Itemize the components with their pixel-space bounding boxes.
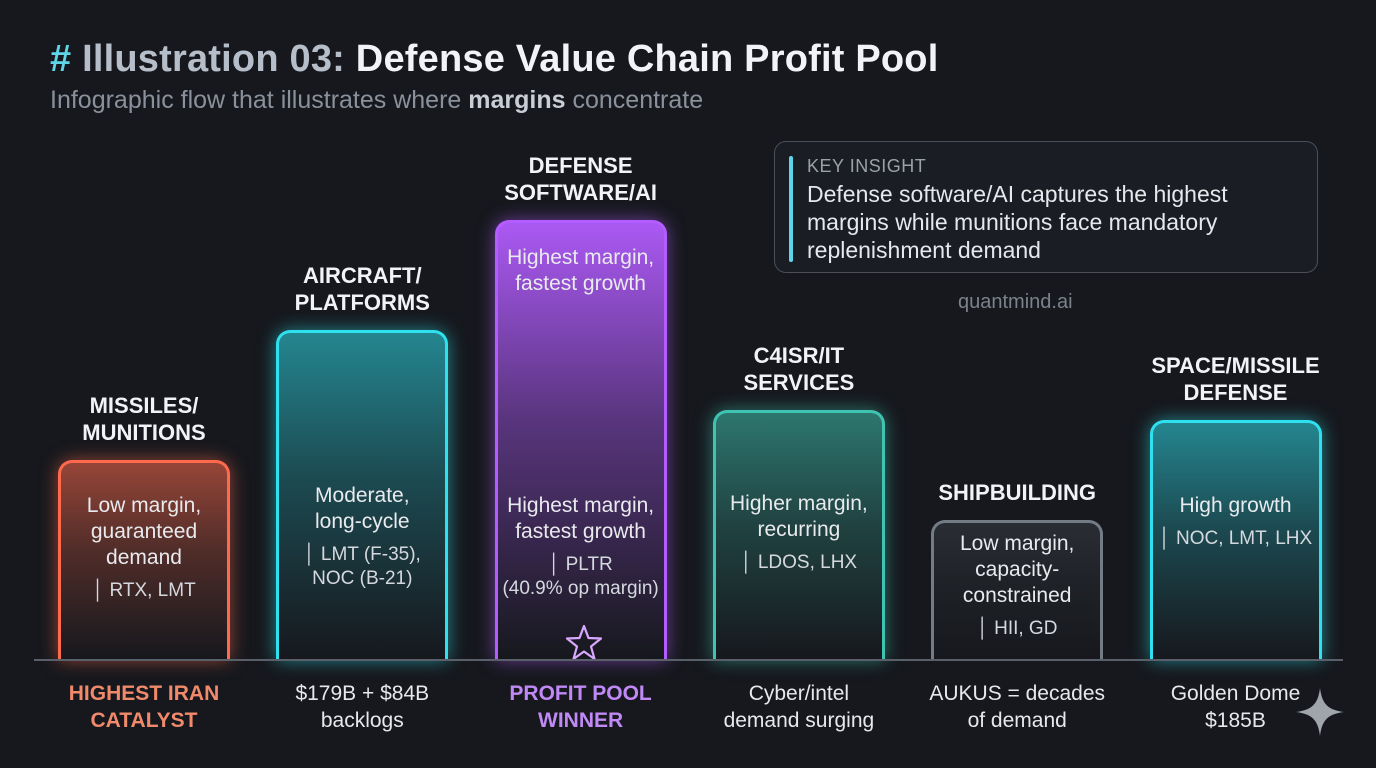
bar-top-text: fastest growth [515,272,646,295]
bar-bottom-label-line: Cyber/intel [748,682,850,705]
bar-category-label-line: SHIPBUILDING [938,480,1097,505]
bar-bottom-label-line: $185B [1205,709,1266,732]
bar-bottom-label: PROFIT POOL WINNER [471,680,691,734]
bar-bottom-label: $179B + $84B backlogs [252,680,472,734]
insight-heading: KEY INSIGHT [807,156,927,176]
bar-description: guaranteed [90,520,198,543]
title-main: Defense Value Chain Profit Pool [355,38,939,80]
bar-category-label-line: SERVICES [743,370,855,395]
page-subtitle: Infographic flow that illustrates where … [50,86,703,115]
subtitle-before: Infographic flow that illustrates where [50,86,462,114]
chart-baseline [34,659,1343,661]
bar-bottom-label-line: HIGHEST IRAN [68,682,220,705]
bar: Higher margin, recurring │ LDOS, LHX [712,410,885,660]
bar-bottom-label-line: demand surging [723,709,875,732]
bar-category-label-line: SOFTWARE/AI [504,180,657,205]
bar: Low margin, guaranteed demand │ RTX, LMT [58,460,230,660]
bar-description: Low margin, [86,494,202,517]
subtitle-bold: margins [468,86,566,114]
bar-bottom-label: AUKUS = decades of demand [907,680,1127,734]
bar-category-label: C4ISR/IT SERVICES [684,342,914,396]
bar-category-label-line: SPACE/MISSILE [1151,353,1320,378]
page-title: # Illustration 03: Defense Value Chain P… [50,38,938,81]
bar-category-label-line: DEFENSE [1183,380,1288,405]
bar: Highest margin, fastest growth Highest mar… [494,220,667,661]
bar-bottom-label-line: AUKUS = decades [929,682,1106,705]
bar-tickers: │ RTX, LMT [92,580,196,601]
bar-category-label-line: DEFENSE [528,153,633,178]
bar-category-label-line: MUNITIONS [82,420,206,445]
bar-bottom-label-line: CATALYST [90,709,198,732]
bar-bottom-label-line: PROFIT POOL [509,682,652,705]
bar-category-label-line: MISSILES/ [89,393,199,418]
bar-bottom-label-line: Golden Dome [1170,682,1301,705]
bar: Moderate, long-cycle │ LMT (F-35), NOC (B-2… [276,330,449,660]
bar-description: recurring [757,518,841,541]
title-hash: # [50,38,72,80]
bar-category-label: AIRCRAFT/PLATFORMS [247,262,477,316]
bar-bottom-label: Cyber/intel demand surging [689,680,909,734]
brand-watermark: quantmind.ai [958,291,1073,313]
bar-description: capacity- [975,558,1060,581]
bar-bottom-label-line: WINNER [538,709,624,732]
bar-tickers: (40.9% op margin) [502,578,659,599]
bar-bottom-label: HIGHEST IRAN CATALYST [34,680,254,734]
bar-description: long-cycle [315,510,410,533]
insight-text: Defense software/AI captures the highest… [807,181,1228,263]
bar-category-label-line: AIRCRAFT/ [303,263,422,288]
sparkle-icon [1296,688,1344,736]
bar-description: Low margin, [959,532,1075,555]
bar-top-text: Highest margin, [507,246,655,269]
bar: High growth │ NOC, LMT, LHX [1149,420,1322,660]
star-icon [565,624,602,661]
bar-category-label: SHIPBUILDING [902,479,1132,506]
bar-bottom-label: Golden Dome $185B [1126,680,1346,734]
bar-description: fastest growth [515,520,646,543]
bar-category-label: DEFENSE SOFTWARE/AI [466,152,696,206]
bar-category-label: SPACE/MISSILE DEFENSE [1121,352,1351,406]
bar: Low margin, capacity-constrained │ HII, GD [931,520,1104,660]
bar-tickers: │ HII, GD [976,618,1058,639]
bar-description: Moderate, [315,484,410,507]
insight-accent-bar [789,156,793,262]
title-prefix: Illustration 03: [82,38,346,80]
bar-bottom-label-line: $179B + $84B [295,682,430,705]
bar-tickers: │ PLTR [548,554,613,575]
bar-tickers: │ LDOS, LHX [740,552,858,573]
key-insight-box: KEY INSIGHT Defense software/AI captures… [774,141,1318,273]
bar-description: Higher margin, [730,492,868,515]
bar-category-label-line: PLATFORMS [294,290,430,315]
bar-tickers: NOC (B-21) [312,568,413,589]
subtitle-after: concentrate [572,86,704,114]
bar-tickers: │ NOC, LMT, LHX [1158,528,1313,549]
bar-bottom-label-line: backlogs [320,709,404,732]
bar-description: demand [106,546,182,569]
bar-category-label-line: C4ISR/IT [753,343,845,368]
bar-description: Highest margin, [507,494,655,517]
bar-description: High growth [1179,494,1292,517]
bar-tickers: │ LMT (F-35), [303,544,421,565]
bar-description: constrained [962,584,1072,607]
bar-bottom-label-line: of demand [967,709,1067,732]
bar-category-label: MISSILES/MUNITIONS [29,392,259,446]
